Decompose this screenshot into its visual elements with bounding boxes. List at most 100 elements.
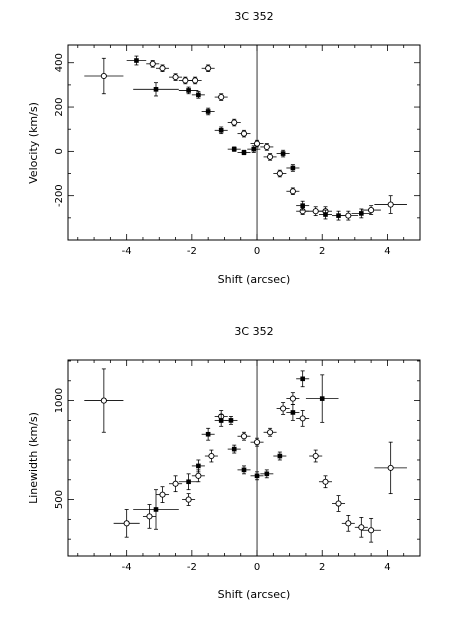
open-circle-marker [345, 520, 352, 527]
linewidth-data-point [374, 441, 407, 495]
velocity-x-tick-label: -2 [187, 246, 197, 257]
velocity-data-point [146, 60, 160, 68]
linewidth-x-tick-label: -4 [122, 562, 132, 573]
linewidth-data-point [113, 509, 140, 538]
linewidth-data-point [201, 427, 215, 441]
velocity-data-point [237, 129, 251, 138]
filled-square-marker [264, 471, 270, 477]
velocity-data-point [374, 195, 407, 214]
filled-square-marker [153, 87, 159, 92]
linewidth-plot-frame [67, 359, 421, 557]
open-circle-marker [263, 143, 270, 150]
velocity-data-point [214, 93, 228, 101]
linewidth-data-point [309, 449, 323, 463]
filled-square-marker [323, 212, 328, 217]
linewidth-data-point [237, 465, 251, 475]
linewidth-data-point [276, 402, 290, 415]
linewidth-data-point [341, 515, 355, 532]
linewidth-y-tick-label: 1000 [54, 388, 65, 413]
linewidth-data-point [354, 516, 368, 538]
open-circle-marker [231, 119, 238, 126]
linewidth-data-point [318, 475, 332, 489]
filled-square-marker [186, 479, 191, 485]
velocity-data-point [201, 107, 215, 116]
filled-square-marker [205, 431, 211, 437]
velocity-data-point [332, 210, 346, 221]
filled-square-marker [134, 58, 139, 63]
open-circle-marker [149, 60, 156, 67]
velocity-data-point [84, 57, 124, 95]
filled-square-marker [359, 211, 364, 216]
open-circle-marker [240, 130, 248, 137]
linewidth-data-point [84, 368, 124, 433]
velocity-x-tick-label: 4 [384, 246, 390, 257]
open-circle-marker [192, 77, 199, 84]
velocity-data-point [286, 187, 300, 195]
filled-square-marker [280, 151, 286, 156]
velocity-data-point [296, 200, 310, 211]
velocity-data-point [191, 91, 205, 99]
velocity-data-point [260, 143, 274, 151]
open-circle-marker [368, 207, 375, 214]
velocity-x-tick-label: 0 [254, 246, 260, 257]
linewidth-data-point [224, 416, 238, 425]
linewidth-data-point [296, 410, 310, 427]
velocity-panel: 3C 352 Shift (arcsec) Velocity (km/s) -4… [27, 10, 421, 286]
open-circle-marker [289, 395, 296, 402]
open-circle-marker [172, 480, 179, 487]
velocity-y-tick-label: 0 [54, 148, 65, 154]
open-circle-marker [195, 472, 202, 479]
filled-square-marker [186, 88, 191, 93]
linewidth-data-point [361, 517, 381, 543]
linewidth-data-point [250, 437, 264, 447]
velocity-y-tick-label: 400 [54, 53, 65, 72]
open-circle-marker [208, 452, 215, 460]
linewidth-panel: 3C 352 Shift (arcsec) Linewidth (km/s) -… [27, 325, 421, 601]
open-circle-marker [368, 527, 375, 534]
velocity-y-axis-label: Velocity (km/s) [27, 102, 40, 184]
linewidth-y-tick-label: 500 [54, 490, 65, 509]
linewidth-x-tick-label: -2 [187, 562, 197, 573]
filled-square-marker [196, 463, 201, 469]
velocity-data-point [188, 76, 202, 85]
linewidth-data-point [191, 459, 205, 473]
filled-square-marker [277, 453, 283, 459]
linewidth-data-point [237, 431, 251, 441]
velocity-data-point [263, 153, 277, 161]
velocity-data-point [247, 145, 261, 153]
open-circle-marker [289, 188, 296, 195]
linewidth-data-point [296, 370, 310, 388]
filled-square-marker [336, 213, 341, 218]
velocity-x-tick-label: -4 [122, 246, 132, 257]
open-circle-marker [312, 208, 319, 215]
velocity-data-point [126, 55, 147, 66]
open-circle-marker [253, 439, 261, 446]
open-circle-marker [159, 65, 166, 72]
open-circle-marker [240, 433, 248, 440]
linewidth-data-point [133, 489, 179, 530]
open-circle-marker [345, 212, 352, 219]
velocity-data-point [237, 149, 251, 156]
velocity-data-point [250, 139, 264, 148]
velocity-data-point [318, 209, 332, 220]
velocity-data-point [273, 169, 287, 178]
velocity-data-point [156, 64, 170, 72]
velocity-data-point [305, 206, 326, 217]
velocity-data-point [286, 164, 300, 172]
filled-square-marker [196, 92, 201, 98]
filled-square-marker [153, 507, 159, 512]
velocity-data-point [133, 82, 179, 97]
linewidth-data-point [250, 471, 264, 481]
velocity-data-point [227, 118, 241, 127]
velocity-plot-frame [67, 44, 421, 241]
linewidth-data-point [260, 469, 274, 479]
linewidth-data-point [178, 473, 199, 491]
filled-square-marker [290, 410, 296, 415]
filled-square-marker [218, 128, 224, 133]
open-circle-marker [276, 170, 283, 177]
open-circle-marker [100, 397, 107, 404]
velocity-data-point [169, 73, 183, 81]
open-circle-marker [218, 94, 225, 101]
linewidth-data-point [204, 449, 218, 463]
